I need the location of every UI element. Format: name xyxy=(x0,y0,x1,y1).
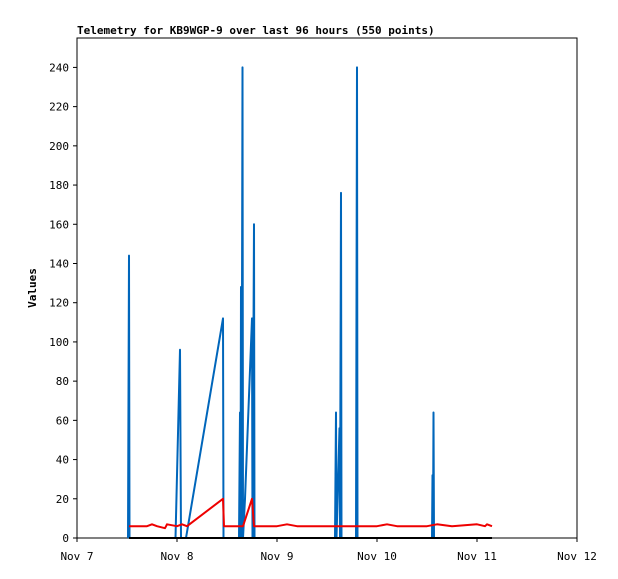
y-tick-label: 160 xyxy=(49,218,69,231)
y-tick-label: 20 xyxy=(56,493,69,506)
series-layer xyxy=(127,66,493,539)
y-axis-label: Values xyxy=(26,268,39,308)
y-tick-label: 0 xyxy=(62,532,69,545)
x-tick-label: Nov 12 xyxy=(557,550,597,563)
y-tick-label: 200 xyxy=(49,140,69,153)
series-line-2 xyxy=(129,497,493,530)
y-tick-label: 100 xyxy=(49,336,69,349)
x-tick-label: Nov 9 xyxy=(260,550,293,563)
y-tick-label: 120 xyxy=(49,297,69,310)
chart-title: Telemetry for KB9WGP-9 over last 96 hour… xyxy=(77,24,435,37)
x-tick-label: Nov 10 xyxy=(357,550,397,563)
plot-frame xyxy=(76,37,578,539)
x-tick-label: Nov 11 xyxy=(457,550,497,563)
y-axis: 0 20 40 60 80 100 120 140 160 180 200 220 240 xyxy=(49,61,77,545)
y-tick-label: 180 xyxy=(49,179,69,192)
y-tick-label: 80 xyxy=(56,375,69,388)
y-tick-label: 240 xyxy=(49,61,69,74)
x-axis: Nov 7 Nov 8 Nov 9 Nov 10 Nov 11 Nov 12 xyxy=(60,538,597,563)
y-tick-label: 40 xyxy=(56,454,69,467)
y-tick-label: 140 xyxy=(49,257,69,270)
x-tick-label: Nov 7 xyxy=(60,550,93,563)
y-tick-label: 220 xyxy=(49,101,69,114)
x-tick-label: Nov 8 xyxy=(160,550,193,563)
series-line-1 xyxy=(127,66,492,539)
y-tick-label: 60 xyxy=(56,414,69,427)
